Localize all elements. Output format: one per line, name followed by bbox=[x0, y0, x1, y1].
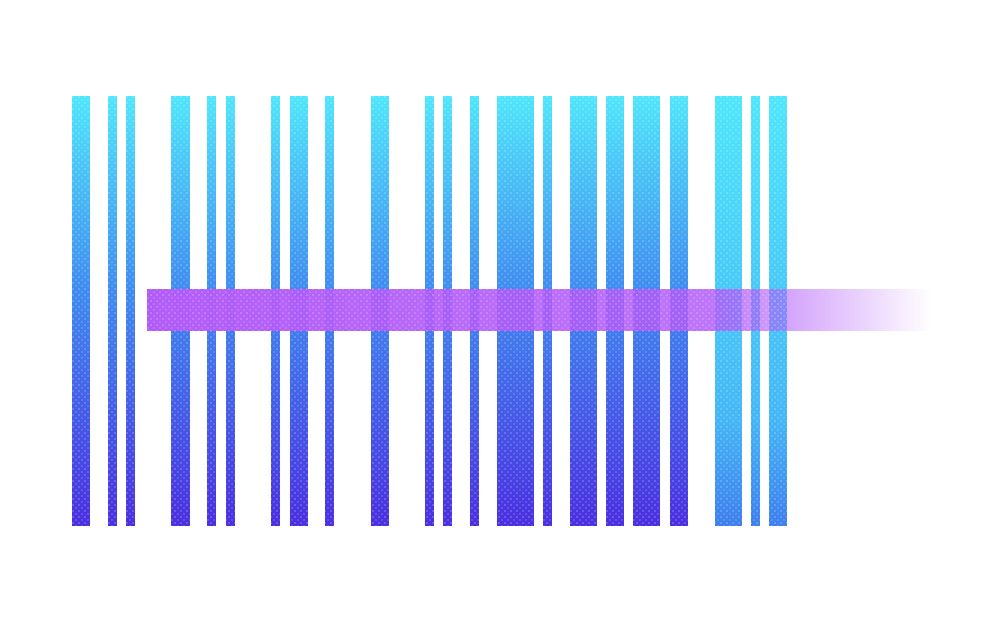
scan-line bbox=[147, 289, 932, 331]
barcode-bar-texture bbox=[108, 96, 117, 526]
barcode-bar-texture bbox=[126, 96, 135, 526]
barcode-bar-texture bbox=[72, 96, 90, 526]
scan-line-texture bbox=[147, 289, 787, 331]
